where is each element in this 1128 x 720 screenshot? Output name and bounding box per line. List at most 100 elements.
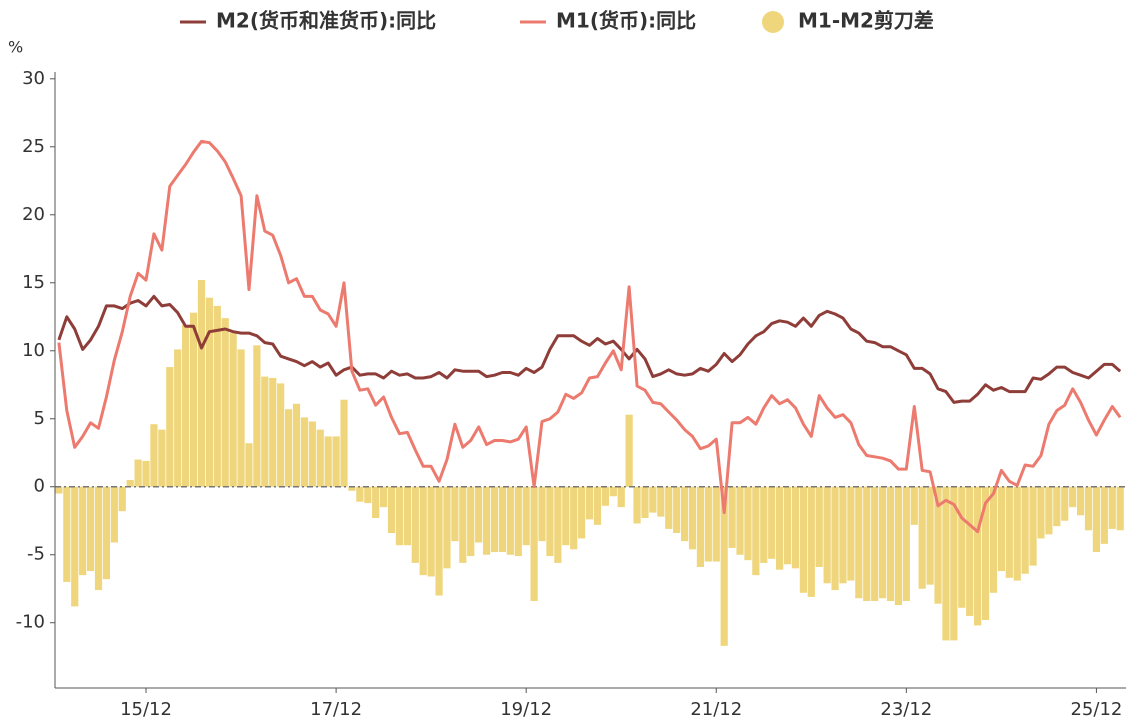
bar [261, 376, 269, 487]
bar [1013, 486, 1021, 581]
x-tick-label: 19/12 [500, 699, 552, 720]
bar [673, 486, 681, 533]
bar [728, 486, 736, 548]
bar [1084, 486, 1093, 531]
bar [419, 486, 427, 576]
bar [435, 486, 443, 596]
bar [696, 486, 705, 567]
bar [63, 486, 71, 582]
bar [847, 486, 855, 581]
bar [482, 486, 491, 555]
bar [720, 486, 728, 646]
bar [316, 429, 324, 487]
bar [126, 479, 134, 487]
bar [292, 403, 301, 487]
bar [364, 486, 372, 504]
bar [744, 486, 752, 561]
bar [886, 486, 895, 601]
bar [451, 486, 459, 542]
bar [197, 280, 206, 487]
y-tick-label: 0 [34, 476, 45, 497]
bar [807, 486, 815, 597]
bar [490, 486, 499, 553]
bar [863, 486, 871, 601]
bar [372, 486, 380, 519]
bar [1061, 486, 1069, 521]
bar [71, 486, 79, 607]
x-tick-label: 25/12 [1070, 699, 1122, 720]
bar [546, 486, 554, 557]
bar [776, 486, 784, 570]
y-tick-label: 10 [22, 340, 45, 361]
x-tick-label: 17/12 [310, 699, 362, 720]
bar [134, 459, 142, 487]
line-series [57, 294, 1122, 404]
bar [768, 486, 776, 559]
bar [871, 486, 879, 601]
bar [799, 486, 807, 593]
y-tick-label: -10 [16, 612, 45, 633]
bar [1069, 486, 1077, 508]
bar [704, 486, 712, 562]
bar [174, 349, 182, 487]
bar [665, 486, 673, 529]
bar [1053, 486, 1061, 527]
bar [617, 486, 625, 508]
y-unit: % [8, 38, 23, 57]
bar [823, 486, 831, 584]
bar [284, 409, 293, 487]
bar [182, 324, 190, 487]
bar [712, 486, 720, 562]
y-tick-label: 15 [22, 272, 45, 293]
bar [221, 318, 229, 487]
bar [530, 486, 538, 601]
bar [926, 486, 934, 585]
bar [522, 486, 530, 546]
bar [94, 486, 103, 591]
y-tick-label: 5 [34, 408, 45, 429]
y-tick-label: 25 [22, 136, 45, 157]
bar [609, 486, 617, 497]
bar [395, 486, 404, 546]
bar [79, 486, 87, 576]
x-tick-label: 15/12 [120, 699, 172, 720]
bar [783, 486, 792, 565]
bar [997, 486, 1005, 572]
bar [387, 486, 396, 533]
bar [300, 417, 309, 487]
bar [459, 486, 467, 563]
bar [86, 486, 95, 572]
bar [641, 486, 649, 519]
bar [752, 486, 760, 576]
bar [411, 486, 419, 563]
bar [815, 486, 823, 567]
bar [625, 414, 633, 487]
bar [855, 486, 863, 599]
bar [356, 486, 364, 502]
bar [205, 297, 213, 487]
legend-swatch [762, 11, 784, 33]
bar [538, 486, 546, 542]
bar [1021, 486, 1029, 574]
bar [348, 486, 356, 491]
bar [213, 305, 221, 487]
bar [878, 486, 887, 599]
bar [934, 486, 942, 604]
bar [166, 367, 174, 487]
bar [269, 377, 277, 487]
bar [118, 486, 126, 512]
bar [189, 312, 198, 487]
bar [324, 436, 332, 487]
bar [1076, 486, 1085, 516]
line-series [57, 139, 1122, 534]
bar [633, 486, 641, 524]
bar [110, 486, 118, 543]
bar [578, 486, 586, 539]
bar [966, 486, 974, 616]
bar [229, 333, 237, 487]
bar [593, 486, 602, 525]
y-tick-label: 20 [22, 204, 45, 225]
bar [950, 486, 958, 641]
legend-label: M2(货币和准货币):同比 [216, 9, 436, 33]
bar [942, 486, 950, 641]
